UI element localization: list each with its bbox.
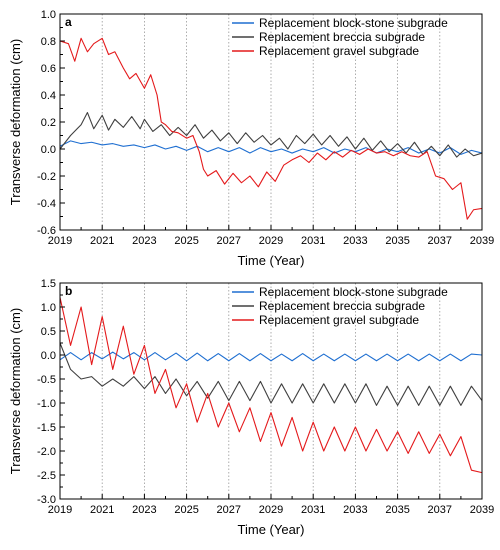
y-tick-label: -0.6 [37, 225, 56, 237]
x-axis-title: Time (Year) [238, 522, 305, 537]
legend-label-1: Replacement block-stone subgrade [259, 16, 448, 30]
x-tick-label: 2033 [343, 504, 367, 516]
y-tick-label: 0.0 [41, 144, 56, 156]
x-tick-label: 2029 [259, 504, 283, 516]
x-tick-label: 2037 [428, 504, 452, 516]
x-tick-label: 2025 [174, 235, 198, 247]
y-tick-label: -0.4 [37, 198, 56, 210]
y-axis-title: Transverse deformation (cm) [8, 308, 23, 474]
series-line-1 [59, 140, 483, 155]
legend-label-2: Replacement breccia subgrade [259, 299, 425, 313]
y-tick-label: 0.0 [41, 350, 56, 362]
x-tick-label: 2027 [217, 504, 241, 516]
y-tick-label: -3.0 [37, 494, 56, 506]
y-tick-label: -2.5 [37, 470, 56, 482]
legend-label-2: Replacement breccia subgrade [259, 30, 425, 44]
y-tick-label: -1.0 [37, 398, 56, 410]
panel-label: b [65, 284, 72, 298]
y-tick-label: 1.0 [41, 9, 56, 21]
x-tick-label: 2039 [470, 235, 494, 247]
y-tick-label: 0.5 [41, 326, 56, 338]
x-tick-label: 2023 [132, 235, 156, 247]
y-tick-label: -0.5 [37, 374, 56, 386]
series-line-3 [59, 37, 483, 220]
x-tick-label: 2021 [90, 504, 114, 516]
x-tick-label: 2035 [385, 504, 409, 516]
x-tick-label: 2037 [428, 235, 452, 247]
x-tick-label: 2031 [301, 504, 325, 516]
x-tick-label: 2027 [217, 235, 241, 247]
x-axis-title: Time (Year) [238, 253, 305, 268]
x-tick-label: 2031 [301, 235, 325, 247]
panel-label: a [65, 15, 72, 29]
y-tick-label: 0.4 [41, 90, 56, 102]
series-line-2 [59, 342, 483, 406]
y-tick-label: 1.0 [41, 302, 56, 314]
legend: Replacement block-stone subgradeReplacem… [232, 285, 448, 327]
legend-label-3: Replacement gravel subgrade [259, 313, 419, 327]
x-tick-label: 2029 [259, 235, 283, 247]
legend-label-3: Replacement gravel subgrade [259, 44, 419, 58]
x-tick-label: 2035 [385, 235, 409, 247]
x-tick-label: 2019 [48, 235, 72, 247]
x-tick-label: 2025 [174, 504, 198, 516]
x-tick-label: 2023 [132, 504, 156, 516]
y-tick-label: 0.6 [41, 63, 56, 75]
chart-panel-a: 2019 2021 2023 2025 2027 2029 2031 2033 2035 2037… [8, 9, 494, 268]
y-tick-label: 1.5 [41, 278, 56, 290]
y-axis-title: Transverse deformation (cm) [8, 39, 23, 205]
x-tick-label: 2019 [48, 504, 72, 516]
x-tick-label: 2033 [343, 235, 367, 247]
chart-panel-b: 2019 2021 2023 2025 2027 2029 2031 2033 2035 2037… [8, 278, 494, 537]
series-line-2 [59, 112, 483, 158]
y-tick-label: -2.0 [37, 446, 56, 458]
series-line-1 [59, 351, 483, 362]
x-tick-label: 2021 [90, 235, 114, 247]
legend: Replacement block-stone subgradeReplacem… [232, 16, 448, 58]
legend-label-1: Replacement block-stone subgrade [259, 285, 448, 299]
y-tick-label: -0.2 [37, 171, 56, 183]
y-tick-label: 0.8 [41, 36, 56, 48]
series-line-3 [59, 297, 483, 474]
y-tick-label: 0.2 [41, 117, 56, 129]
y-tick-label: -1.5 [37, 422, 56, 434]
x-tick-label: 2039 [470, 504, 494, 516]
